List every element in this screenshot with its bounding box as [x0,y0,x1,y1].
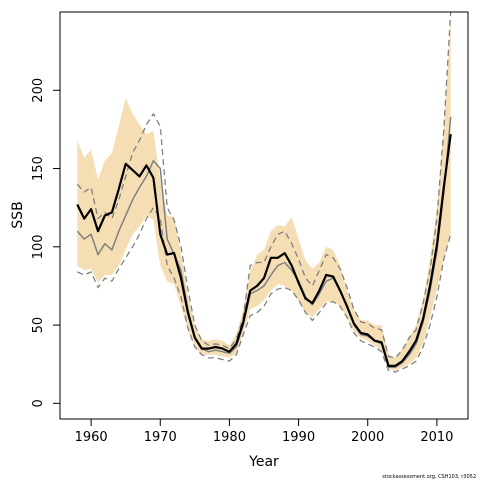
y-tick-label: 100 [31,234,46,259]
x-tick-label: 2000 [351,430,384,445]
confidence-band-layer [77,19,451,371]
y-axis-title: SSB [10,201,26,228]
ssb-estimate-line [76,133,452,367]
ssb-upper-dashed-line [76,11,452,359]
ssb-alternate-line [76,116,452,369]
x-tick-label: 1960 [75,430,108,445]
y-tick-label: 50 [31,317,46,334]
credit-text: stockassessment.org, CSH103, r3052 [382,474,476,480]
confidence-band [77,19,451,371]
ssb-lower-dashed-line [77,207,452,373]
x-axis: 1960 1970 1980 1990 2000 2010 [75,419,453,445]
y-axis: 0 50 100 150 200 [31,78,60,407]
x-tick-label: 2010 [420,430,453,445]
plot-frame [59,11,469,420]
x-axis-title: Year [248,454,279,470]
y-tick-label: 150 [31,156,46,181]
x-tick-label: 1970 [144,430,177,445]
y-tick-label: 200 [31,78,46,103]
series-layer [76,11,452,373]
x-tick-label: 1980 [213,430,246,445]
x-tick-label: 1990 [282,430,315,445]
y-tick-label: 0 [31,399,46,407]
